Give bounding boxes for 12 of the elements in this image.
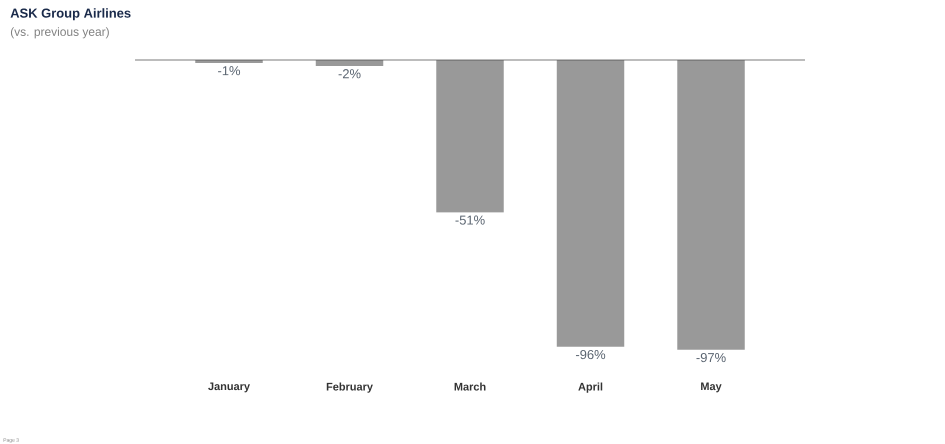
chart-subtitle: (vs. previous year) bbox=[10, 27, 109, 38]
data-label: -51% bbox=[455, 216, 485, 225]
data-label: -97% bbox=[696, 352, 726, 362]
x-tick-label: February bbox=[326, 382, 373, 393]
x-tick-label: April bbox=[578, 382, 602, 393]
chart-title: ASK Group Airlines bbox=[10, 8, 131, 20]
data-label: -96% bbox=[576, 350, 606, 360]
x-tick-label: March bbox=[454, 382, 486, 391]
x-tick-label: May bbox=[701, 382, 722, 392]
x-tick-label: January bbox=[208, 382, 250, 392]
data-label: -2% bbox=[338, 69, 361, 78]
data-label: -1% bbox=[218, 66, 240, 76]
